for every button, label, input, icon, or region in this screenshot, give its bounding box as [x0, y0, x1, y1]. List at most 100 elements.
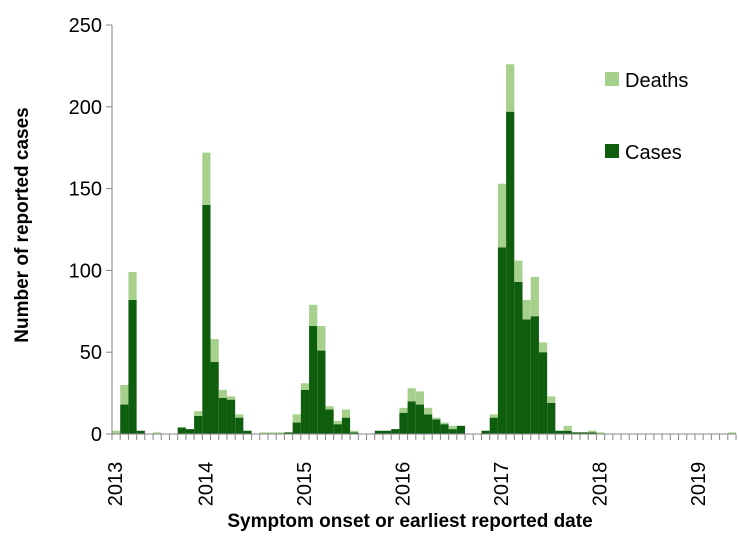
bar-deaths: [292, 414, 301, 423]
bar-deaths: [448, 425, 457, 430]
bar-cases: [210, 362, 219, 434]
bar-deaths: [276, 432, 285, 434]
bar-cases: [481, 430, 490, 434]
bar-deaths: [424, 407, 433, 415]
bar-cases: [424, 414, 433, 434]
bar-cases: [555, 430, 564, 434]
bar-deaths: [440, 422, 449, 425]
bar-deaths: [325, 406, 334, 410]
bars-layer: [112, 64, 736, 435]
bar-deaths: [522, 299, 531, 320]
bar-deaths: [538, 342, 548, 353]
y-tick-label: 100: [69, 260, 102, 282]
y-axis-title: Number of reported cases: [12, 107, 33, 342]
bar-deaths: [317, 326, 326, 351]
bar-deaths: [350, 430, 359, 433]
bar-cases: [120, 404, 129, 434]
bar-cases: [226, 399, 236, 434]
bar-cases: [448, 429, 457, 434]
bar-deaths: [259, 432, 268, 434]
bar-cases: [317, 350, 326, 434]
bar-cases: [588, 432, 597, 434]
axes-layer: [106, 24, 737, 440]
bar-cases: [522, 319, 531, 434]
bar-deaths: [194, 411, 203, 417]
bar-cases: [194, 416, 203, 434]
legend-swatch-deaths: [605, 72, 619, 86]
bar-cases: [235, 417, 244, 434]
x-tick-label: 2014: [195, 462, 217, 507]
legend-label-deaths: Deaths: [625, 70, 688, 92]
bar-deaths: [588, 430, 597, 433]
bar-deaths: [563, 425, 572, 431]
bar-cases: [382, 430, 392, 434]
bar-deaths: [727, 432, 736, 434]
bar-deaths: [333, 420, 342, 425]
bar-cases: [489, 417, 498, 434]
bar-cases: [341, 417, 351, 434]
bar-deaths: [112, 430, 121, 434]
bar-cases: [325, 409, 334, 434]
bar-deaths: [153, 432, 162, 434]
bar-deaths: [218, 389, 227, 399]
bar-deaths: [300, 383, 310, 390]
labels-layer: 0 50 100 150 200 250 2013 2014 2015 2016 2017 2018 2…: [69, 15, 710, 506]
bar-deaths: [399, 407, 408, 413]
bar-deaths: [547, 396, 556, 403]
y-tick-label: 50: [80, 342, 102, 364]
bar-deaths: [514, 260, 523, 282]
bar-cases: [177, 427, 186, 434]
bar-deaths: [235, 414, 244, 418]
bar-cases: [128, 299, 137, 434]
bar-deaths: [226, 396, 236, 400]
bar-cases: [415, 404, 424, 434]
bar-cases: [571, 432, 580, 434]
bar-cases: [407, 401, 416, 434]
bar-deaths: [120, 384, 129, 405]
bar-cases: [432, 419, 441, 434]
bar-cases: [309, 326, 318, 434]
bar-cases: [185, 429, 195, 434]
x-axis-title: Symptom onset or earliest reported date: [227, 511, 592, 532]
bar-cases: [440, 424, 449, 434]
bar-deaths: [268, 432, 277, 434]
bar-cases: [580, 432, 589, 434]
bar-cases: [292, 422, 301, 434]
bar-deaths: [341, 409, 351, 418]
bar-cases: [547, 402, 556, 434]
bar-deaths: [407, 388, 416, 402]
bar-cases: [497, 247, 507, 434]
bar-deaths: [596, 432, 605, 434]
y-tick-label: 250: [69, 15, 102, 37]
bar-cases: [530, 316, 539, 434]
y-tick-label: 150: [69, 179, 102, 201]
x-tick-label: 2017: [491, 462, 513, 507]
bar-deaths: [210, 339, 219, 363]
bar-cases: [300, 389, 310, 434]
bar-cases: [399, 412, 408, 434]
bar-deaths: [432, 417, 441, 420]
x-tick-label: 2013: [105, 462, 127, 507]
bar-cases: [538, 352, 548, 434]
legend-label-cases: Cases: [625, 142, 682, 164]
y-tick-label: 0: [91, 424, 102, 446]
bar-cases: [514, 281, 523, 434]
y-tick-label: 200: [69, 97, 102, 119]
bar-deaths: [489, 414, 498, 418]
bar-deaths: [202, 152, 211, 205]
bar-deaths: [309, 304, 318, 327]
bar-deaths: [530, 276, 539, 317]
bar-cases: [506, 111, 515, 435]
bar-deaths: [128, 272, 137, 300]
bar-cases: [391, 429, 400, 434]
bar-cases: [243, 430, 252, 434]
legend-swatch-cases: [605, 144, 619, 158]
x-tick-label: 2016: [392, 462, 414, 507]
x-tick-label: 2015: [294, 462, 316, 507]
bar-cases: [136, 430, 145, 434]
bar-cases: [218, 398, 227, 434]
bar-cases: [563, 430, 572, 434]
bar-cases: [202, 204, 211, 434]
